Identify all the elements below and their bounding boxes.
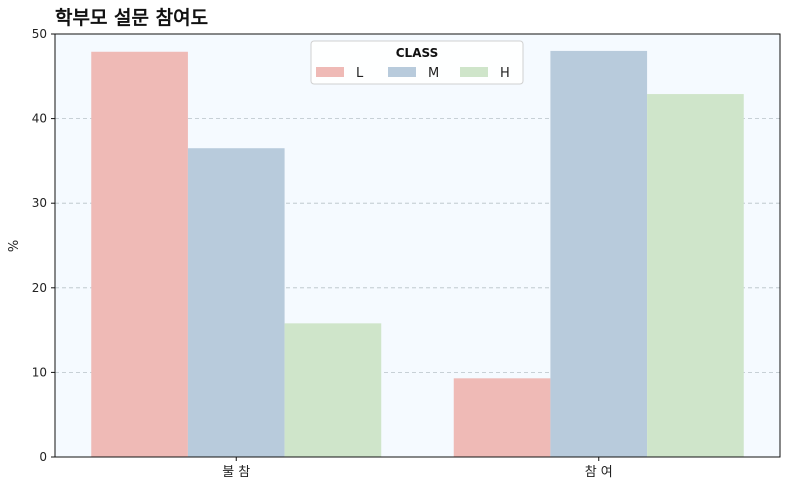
legend-label-H: H (500, 66, 510, 81)
bar-M-1 (550, 50, 648, 458)
y-tick-label: 0 (39, 450, 47, 464)
y-tick-label: 30 (32, 196, 47, 210)
plot-frame (54, 33, 781, 458)
legend: CLASS L M H (310, 40, 524, 85)
bar-L-1 (453, 378, 551, 457)
y-tick-label: 20 (32, 281, 47, 295)
y-axis-label: % (7, 240, 22, 252)
bar-H-0 (284, 323, 382, 457)
bar-L-0 (91, 51, 188, 458)
legend-swatch-H (460, 67, 488, 77)
y-tick-label: 10 (32, 365, 47, 379)
y-tick-label: 40 (32, 112, 47, 126)
bar-H-1 (647, 94, 744, 457)
legend-title: CLASS (396, 46, 439, 60)
bars (91, 50, 744, 458)
axis-ticks: 0 10 20 30 40 50 불 참 참 여 (32, 27, 613, 480)
legend-swatch-M (388, 67, 416, 77)
chart-title: 학부모 설문 참여도 (55, 7, 208, 29)
legend-label-L: L (356, 66, 364, 81)
bar-M-0 (187, 148, 285, 457)
y-tick-label: 50 (32, 27, 47, 41)
legend-label-M: M (428, 66, 439, 81)
x-tick-label: 불 참 (222, 465, 250, 480)
x-tick-label: 참 여 (585, 465, 613, 480)
legend-swatch-L (316, 67, 344, 77)
